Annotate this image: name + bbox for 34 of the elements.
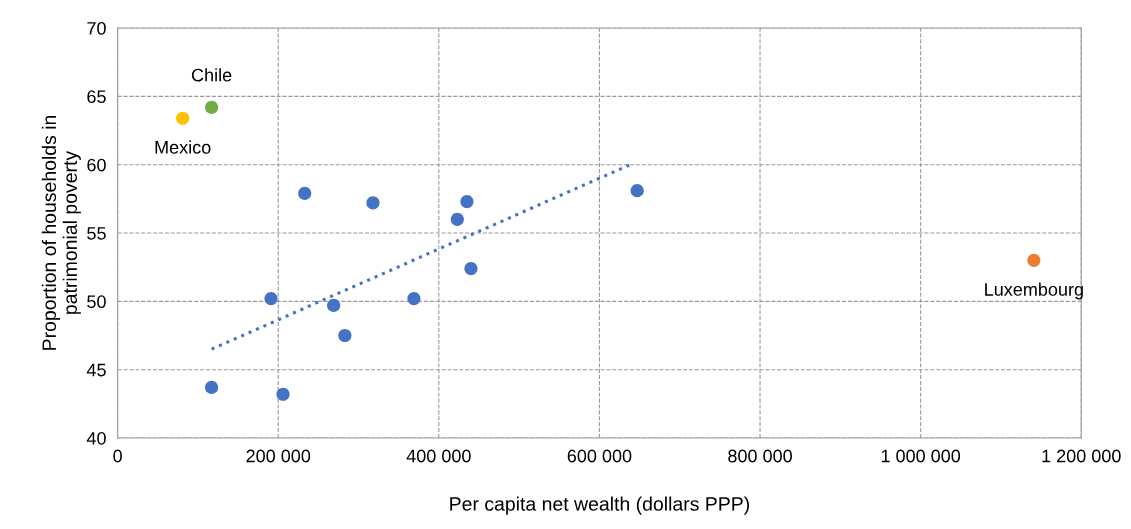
point — [338, 328, 352, 343]
point — [204, 100, 219, 114]
x-tick-label: 400 000 — [406, 449, 471, 463]
point — [464, 261, 478, 276]
point — [176, 111, 190, 125]
series-label: Chile — [191, 68, 232, 82]
y-tick-label: 55 — [87, 227, 106, 240]
series-label: Luxembourg — [985, 282, 1083, 300]
y-tick-label: 70 — [87, 21, 106, 35]
point — [366, 196, 380, 210]
y-tick-label: 45 — [86, 363, 106, 377]
point — [204, 380, 219, 395]
point — [1027, 253, 1041, 267]
x-tick-label: 600 000 — [567, 449, 632, 463]
x-tick-label: 1 000 000 — [881, 449, 961, 463]
x-tick-label: 800 000 — [728, 449, 792, 463]
y-tick-label: 40 — [86, 431, 106, 445]
y-tick-label: 60 — [87, 158, 106, 172]
point — [407, 292, 421, 306]
y-axis-title: Proportion of households in patrimonial poverty — [41, 115, 81, 350]
point — [327, 298, 341, 313]
point — [276, 387, 290, 401]
y-tick-label: 50 — [87, 295, 106, 309]
point — [298, 186, 312, 200]
y-tick-label: 65 — [87, 90, 106, 104]
x-tick-label: 200 000 — [246, 449, 311, 463]
point — [460, 195, 474, 209]
x-tick-label: 0 — [113, 449, 122, 463]
series-label: Mexico — [155, 140, 211, 154]
point — [630, 184, 644, 198]
point — [264, 292, 278, 306]
point — [450, 212, 464, 226]
x-axis-title: Per capita net wealth (dollars PPP) — [450, 496, 749, 515]
x-tick-label: 1 200 000 — [1042, 449, 1121, 463]
